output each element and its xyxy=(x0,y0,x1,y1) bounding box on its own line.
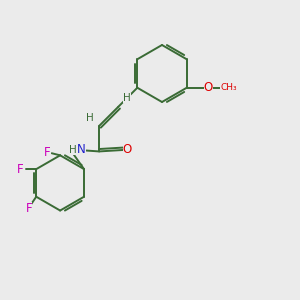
Text: CH₃: CH₃ xyxy=(220,83,237,92)
Text: O: O xyxy=(204,81,213,94)
Text: F: F xyxy=(44,146,51,159)
Text: H: H xyxy=(69,145,77,155)
Text: H: H xyxy=(86,112,94,122)
Text: F: F xyxy=(17,163,24,176)
Text: N: N xyxy=(77,143,85,156)
Text: H: H xyxy=(123,93,131,103)
Text: F: F xyxy=(26,202,32,215)
Text: O: O xyxy=(123,143,132,156)
